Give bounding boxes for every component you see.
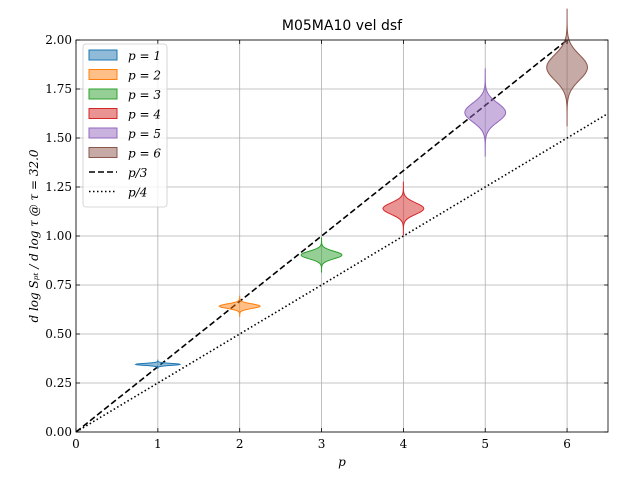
x-tick-label: 4 — [400, 437, 408, 451]
legend-swatch-p1 — [88, 49, 118, 61]
violin-p5 — [464, 68, 507, 157]
y-tick-label: 0.25 — [45, 376, 72, 390]
violin-p4 — [382, 181, 425, 236]
y-tick-label: 1.50 — [45, 131, 72, 145]
legend-label-p3: p = 3 — [128, 88, 161, 102]
legend-label-p2: p = 2 — [128, 69, 161, 83]
x-tick-label: 5 — [481, 437, 489, 451]
legend-box — [82, 43, 168, 208]
x-ticks-layer: 0 1 2 3 4 5 6 — [72, 40, 571, 451]
chart-title: M05MA10 vel dsf — [282, 18, 403, 34]
legend-swatch-p2 — [88, 69, 118, 80]
y-ticks-layer: 0.00 0.25 0.50 0.75 1.00 1.25 1.50 1.75 2.00 — [45, 33, 608, 439]
legend-swatch-p3 — [88, 88, 118, 100]
legend-label-p4: p = 4 — [128, 108, 161, 122]
y-tick-label: 0.00 — [45, 425, 72, 439]
violins-layer — [134, 8, 589, 370]
legend-label-p-over-3: p/3 — [128, 166, 148, 180]
legend: p = 1 p = 2 p = 3 p = 4 p = 5 p = 6 p/3 p/4 — [82, 43, 168, 208]
y-tick-label: 1.75 — [45, 82, 72, 96]
legend-label-p1: p = 1 — [128, 49, 161, 63]
x-tick-label: 0 — [72, 437, 80, 451]
y-tick-label: 2.00 — [45, 33, 72, 47]
legend-label-p5: p = 5 — [128, 127, 161, 141]
legend-items: p = 1 p = 2 p = 3 p = 4 p = 5 p = 6 p/3 p/4 — [88, 49, 161, 200]
y-axis-label: d log Sₚₜ / d log τ @ τ = 32.0 — [27, 149, 41, 322]
x-tick-label: 2 — [236, 437, 244, 451]
legend-swatch-p6 — [88, 147, 118, 158]
reference-line-p-over-4 — [75, 112, 609, 433]
y-tick-label: 0.75 — [45, 278, 72, 292]
violin-p2 — [218, 295, 261, 317]
legend-label-p-over-4: p/4 — [128, 186, 147, 200]
violin-p6 — [546, 8, 589, 127]
x-tick-label: 3 — [318, 437, 326, 451]
legend-label-p6: p = 6 — [128, 147, 161, 161]
x-tick-label: 6 — [563, 437, 571, 451]
legend-swatch-p5 — [88, 127, 118, 139]
violin-p1 — [134, 359, 182, 370]
x-tick-label: 1 — [154, 437, 162, 451]
y-tick-label: 1.00 — [45, 229, 72, 243]
y-tick-label: 0.50 — [45, 327, 72, 341]
x-axis-label: p — [338, 455, 346, 469]
violin-p3 — [300, 237, 343, 273]
y-tick-label: 1.25 — [45, 180, 72, 194]
legend-swatch-p4 — [88, 108, 118, 119]
